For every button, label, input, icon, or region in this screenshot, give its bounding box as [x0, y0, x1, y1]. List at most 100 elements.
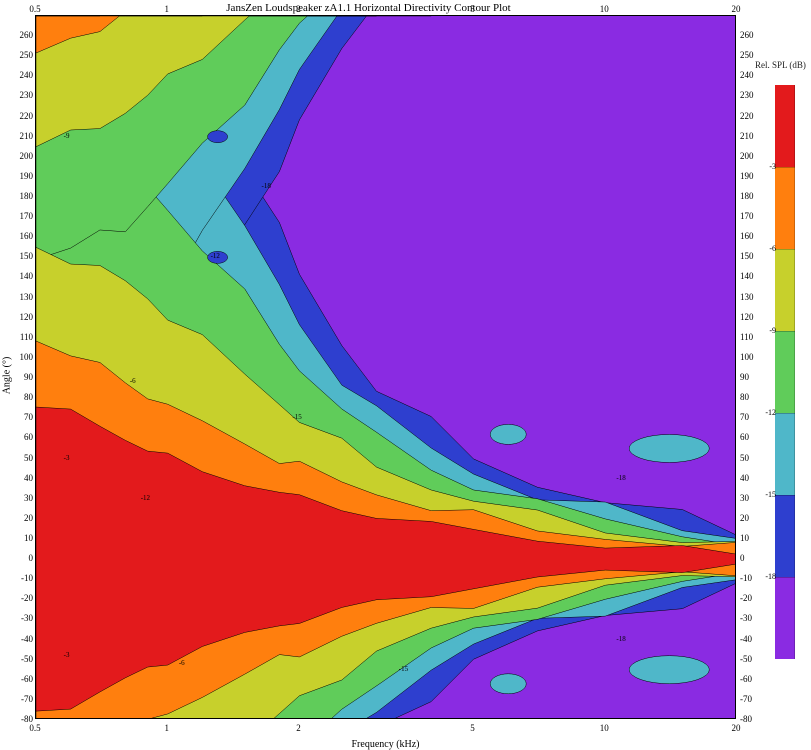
x-tick: 20 — [732, 723, 741, 733]
legend-tick — [775, 167, 795, 168]
legend-swatch — [775, 495, 795, 577]
legend-swatch — [775, 249, 795, 331]
y-tick: 230 — [11, 90, 33, 100]
legend-label: -15 — [762, 490, 776, 499]
y-tick: 170 — [740, 211, 762, 221]
legend-swatch — [775, 577, 795, 659]
y-tick: -50 — [740, 654, 762, 664]
x-tick: 5 — [470, 4, 475, 14]
x-tick: 10 — [600, 723, 609, 733]
x-tick: 2 — [296, 4, 301, 14]
y-tick: -20 — [740, 593, 762, 603]
legend-tick — [775, 249, 795, 250]
y-tick: 150 — [11, 251, 33, 261]
y-tick: 200 — [740, 151, 762, 161]
y-tick: 190 — [11, 171, 33, 181]
legend-swatch — [775, 167, 795, 249]
y-tick: 70 — [11, 412, 33, 422]
legend-tick — [775, 495, 795, 496]
y-tick: 150 — [740, 251, 762, 261]
legend-label: -6 — [762, 244, 776, 253]
y-tick: 30 — [740, 493, 762, 503]
x-axis-label: Frequency (kHz) — [35, 739, 736, 750]
y-tick: 30 — [11, 493, 33, 503]
y-tick: 20 — [740, 513, 762, 523]
legend-tick — [775, 577, 795, 578]
legend-label: -12 — [762, 408, 776, 417]
y-tick: 210 — [11, 131, 33, 141]
y-tick: 260 — [11, 30, 33, 40]
legend-swatch — [775, 331, 795, 413]
y-tick: -30 — [740, 613, 762, 623]
x-tick: 2 — [296, 723, 301, 733]
y-tick: 60 — [740, 432, 762, 442]
y-tick: 220 — [11, 111, 33, 121]
y-tick: 180 — [740, 191, 762, 201]
y-tick: 240 — [11, 70, 33, 80]
y-tick: -70 — [11, 694, 33, 704]
legend-tick — [775, 331, 795, 332]
y-tick: 140 — [740, 271, 762, 281]
y-tick: 100 — [11, 352, 33, 362]
y-tick: 80 — [11, 392, 33, 402]
y-tick: 120 — [740, 312, 762, 322]
y-tick: 40 — [11, 473, 33, 483]
x-tick: 1 — [164, 4, 169, 14]
legend-swatch — [775, 85, 795, 167]
y-tick: -60 — [740, 674, 762, 684]
legend-label: -18 — [762, 572, 776, 581]
y-tick: 130 — [11, 292, 33, 302]
y-tick: -10 — [740, 573, 762, 583]
y-tick: 40 — [740, 473, 762, 483]
y-tick: 90 — [11, 372, 33, 382]
y-tick: 0 — [11, 553, 33, 563]
y-tick: 140 — [11, 271, 33, 281]
y-tick: 160 — [11, 231, 33, 241]
y-tick: -40 — [11, 634, 33, 644]
y-tick: 190 — [740, 171, 762, 181]
x-tick: 0.5 — [29, 4, 40, 14]
y-tick: 170 — [11, 211, 33, 221]
legend-swatch — [775, 413, 795, 495]
y-tick: 200 — [11, 151, 33, 161]
legend-label: -9 — [762, 326, 776, 335]
y-tick: -50 — [11, 654, 33, 664]
y-tick: 250 — [740, 50, 762, 60]
y-tick: 80 — [740, 392, 762, 402]
y-tick: 250 — [11, 50, 33, 60]
x-tick: 10 — [600, 4, 609, 14]
y-tick: 20 — [11, 513, 33, 523]
chart-title: JansZen Loudspeaker zA1.1 Horizontal Dir… — [0, 2, 737, 14]
y-tick: 160 — [740, 231, 762, 241]
x-tick: 0.5 — [29, 723, 40, 733]
legend-title: Rel. SPL (dB) — [755, 60, 806, 70]
y-tick: 10 — [740, 533, 762, 543]
x-tick: 20 — [732, 4, 741, 14]
y-tick: -60 — [11, 674, 33, 684]
x-tick: 5 — [470, 723, 475, 733]
y-tick: 130 — [740, 292, 762, 302]
y-tick: -40 — [740, 634, 762, 644]
y-tick: 110 — [11, 332, 33, 342]
y-tick: 50 — [11, 453, 33, 463]
y-tick: 260 — [740, 30, 762, 40]
y-tick: -80 — [740, 714, 762, 724]
contour-plot-area — [35, 15, 736, 719]
y-tick: 210 — [740, 131, 762, 141]
y-tick: 70 — [740, 412, 762, 422]
y-tick: 220 — [740, 111, 762, 121]
y-tick: 50 — [740, 453, 762, 463]
legend-label: -3 — [762, 162, 776, 171]
legend-tick — [775, 413, 795, 414]
x-tick: 1 — [164, 723, 169, 733]
contour-svg — [36, 16, 736, 719]
y-tick: -20 — [11, 593, 33, 603]
y-tick: -70 — [740, 694, 762, 704]
y-tick: 0 — [740, 553, 762, 563]
y-tick: 10 — [11, 533, 33, 543]
y-tick: 100 — [740, 352, 762, 362]
y-tick: 120 — [11, 312, 33, 322]
y-tick: 180 — [11, 191, 33, 201]
y-tick: 240 — [740, 70, 762, 80]
y-tick: 60 — [11, 432, 33, 442]
